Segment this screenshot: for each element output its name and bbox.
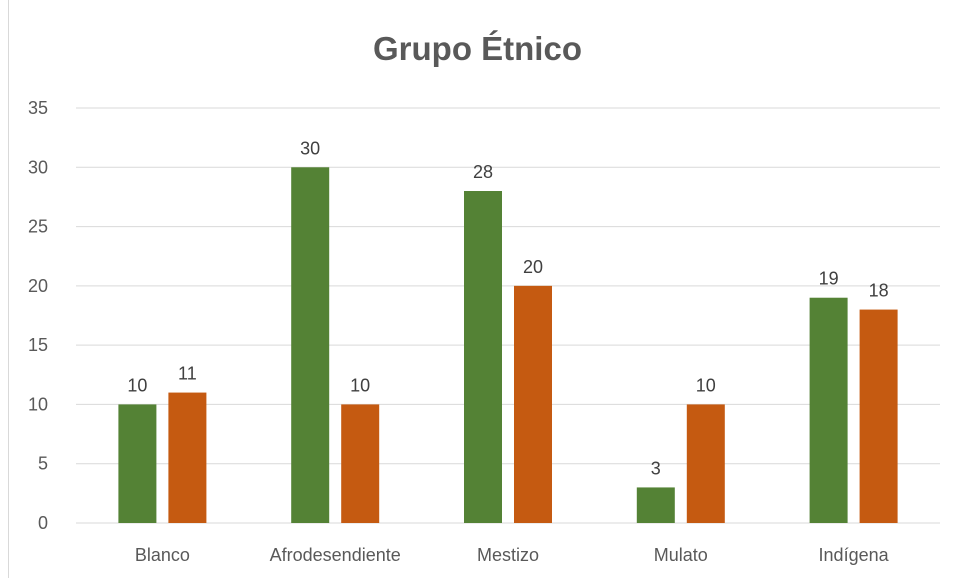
y-tick-label-30: 30 xyxy=(28,157,48,177)
data-label-series1-afrodesendiente: 30 xyxy=(300,138,320,158)
data-label-series1-mulato: 3 xyxy=(651,458,661,478)
y-tick-label-0: 0 xyxy=(38,513,48,533)
y-tick-label-10: 10 xyxy=(28,394,48,414)
x-tick-label-mestizo: Mestizo xyxy=(477,545,539,565)
bar-series2-afrodesendiente xyxy=(341,404,380,523)
chart-left-border xyxy=(8,0,9,578)
bar-series1-mestizo xyxy=(464,191,502,523)
y-tick-label-15: 15 xyxy=(28,335,48,355)
bar-series1-afrodesendiente xyxy=(291,167,330,524)
bar-series1-blanco xyxy=(118,404,157,523)
x-tick-label-indígena: Indígena xyxy=(819,545,890,565)
data-label-series1-mestizo: 28 xyxy=(473,162,493,182)
bar-series1-mulato xyxy=(636,487,675,523)
y-tick-label-25: 25 xyxy=(28,217,48,237)
bar-series2-blanco xyxy=(168,392,207,523)
x-tick-label-mulato: Mulato xyxy=(654,545,708,565)
bar-series2-indígena xyxy=(859,309,898,523)
y-tick-label-20: 20 xyxy=(28,276,48,296)
chart-title: Grupo Étnico xyxy=(373,30,582,67)
data-label-series2-indígena: 18 xyxy=(869,281,889,301)
x-tick-label-afrodesendiente: Afrodesendiente xyxy=(270,545,401,565)
data-label-series2-blanco: 11 xyxy=(178,364,197,384)
data-label-series1-indígena: 19 xyxy=(819,269,839,289)
data-label-series2-mulato: 10 xyxy=(696,375,716,395)
bar-series2-mulato xyxy=(686,404,725,523)
data-label-series1-blanco: 10 xyxy=(127,375,147,395)
bar-series2-mestizo xyxy=(514,285,552,523)
y-tick-label-35: 35 xyxy=(28,98,48,118)
data-label-series2-afrodesendiente: 10 xyxy=(350,375,370,395)
data-label-series2-mestizo: 20 xyxy=(523,257,543,277)
y-tick-label-5: 5 xyxy=(38,454,48,474)
x-tick-label-blanco: Blanco xyxy=(135,545,190,565)
bar-series1-indígena xyxy=(809,297,848,523)
